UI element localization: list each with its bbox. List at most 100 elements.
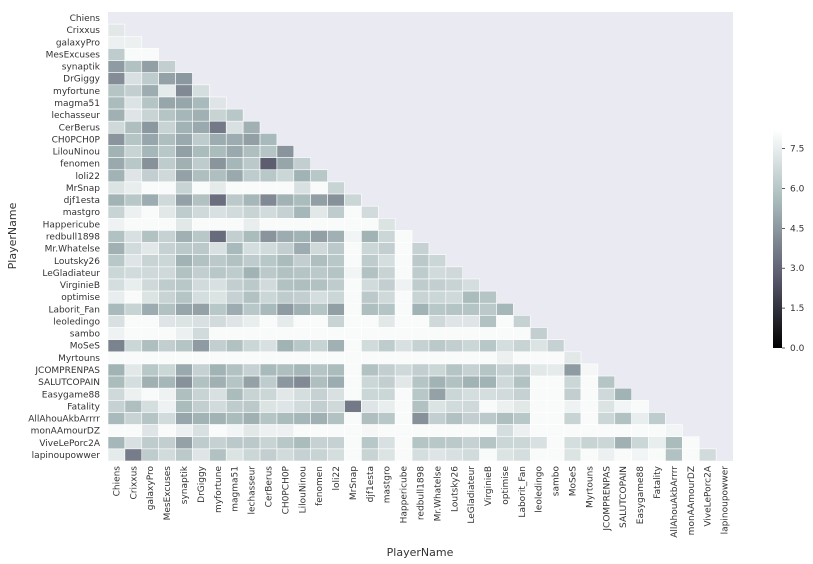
heatmap-cell-20-16	[377, 254, 396, 268]
heatmap-cell-28-7	[225, 351, 244, 365]
heatmap-cell-30-27	[563, 375, 582, 389]
heatmap-cell-31-20	[445, 387, 464, 401]
heatmap-cell-9-8	[242, 120, 261, 134]
heatmap-cell-33-1	[124, 412, 143, 425]
heatmap-cell-27-4	[175, 339, 193, 353]
y-tick-label: AllAhouAkbArrrr	[28, 415, 100, 425]
heatmap-cell-13-11	[293, 169, 311, 183]
heatmap-cell-15-13	[327, 193, 345, 207]
heatmap-cell-34-8	[242, 424, 261, 438]
heatmap-cell-27-9	[259, 339, 278, 353]
heatmap-cell-11-6	[209, 145, 227, 158]
heatmap-cell-36-0	[107, 448, 126, 462]
heatmap-cell-24-21	[462, 302, 480, 316]
heatmap-cell-34-33	[665, 424, 683, 438]
heatmap-cell-13-3	[158, 169, 176, 183]
x-tick-label: galaxyPro	[146, 466, 156, 511]
heatmap-cell-29-25	[529, 363, 548, 377]
heatmap-cell-36-35	[698, 448, 717, 462]
heatmap-cell-31-13	[327, 387, 345, 401]
heatmap-cell-25-5	[192, 315, 210, 328]
heatmap-cell-27-0	[107, 339, 126, 353]
heatmap-cell-32-24	[513, 400, 531, 413]
heatmap-cell-30-22	[479, 375, 497, 389]
heatmap-cell-29-9	[259, 363, 278, 377]
heatmap-cell-25-9	[259, 315, 278, 328]
heatmap-cell-36-23	[496, 448, 514, 462]
heatmap-cell-12-11	[293, 157, 311, 171]
heatmap-cell-28-18	[411, 351, 430, 365]
heatmap-cell-32-15	[361, 400, 379, 413]
heatmap-cell-34-18	[411, 424, 430, 438]
heatmap-cell-28-4	[175, 351, 193, 365]
x-tick-label: magma51	[231, 466, 241, 512]
heatmap-cell-34-10	[276, 424, 295, 438]
heatmap-cell-17-16	[377, 218, 396, 231]
heatmap-cell-34-29	[597, 424, 616, 438]
heatmap-cell-26-24	[513, 327, 531, 340]
heatmap-cell-14-2	[141, 181, 159, 195]
heatmap-cell-24-12	[310, 302, 328, 316]
heatmap-cell-31-27	[563, 387, 582, 401]
heatmap-cell-9-5	[192, 120, 210, 134]
heatmap-cell-29-3	[158, 363, 176, 377]
heatmap-cell-27-8	[242, 339, 261, 353]
x-tick-label: lapinoupowwer	[721, 466, 731, 535]
y-tick-label: LilouNinou	[53, 148, 100, 158]
x-tick-label: MrSnap	[349, 466, 359, 500]
heatmap-cell-15-5	[192, 193, 210, 207]
heatmap-cell-26-20	[445, 327, 464, 340]
heatmap-cell-26-23	[496, 327, 514, 340]
heatmap-cell-32-29	[597, 400, 616, 413]
heatmap-cell-21-20	[445, 266, 464, 280]
heatmap-cell-14-11	[293, 181, 311, 195]
heatmap-cell-26-13	[327, 327, 345, 340]
heatmap-cell-32-22	[479, 400, 497, 413]
heatmap-cell-18-16	[377, 230, 396, 243]
heatmap-cell-26-22	[479, 327, 497, 340]
heatmap-cell-27-2	[141, 339, 159, 353]
heatmap-cell-23-17	[394, 290, 413, 304]
x-tick-label: synaptik	[180, 465, 190, 504]
heatmap-cell-25-13	[327, 315, 345, 328]
heatmap-cell-31-28	[580, 387, 599, 401]
heatmap-cell-9-2	[141, 120, 159, 134]
heatmap-cell-24-8	[242, 302, 261, 316]
heatmap-cell-18-0	[107, 230, 126, 243]
y-tick-label: Fatality	[67, 402, 100, 412]
heatmap-cell-12-0	[107, 157, 126, 171]
heatmap-cell-32-2	[141, 400, 159, 413]
heatmap-cell-22-14	[344, 278, 362, 292]
heatmap-cell-30-12	[310, 375, 328, 389]
heatmap-cell-35-3	[158, 436, 176, 450]
heatmap-cell-35-14	[344, 436, 362, 450]
heatmap-cell-20-7	[225, 254, 244, 268]
heatmap-cell-36-10	[276, 448, 295, 462]
heatmap-cell-12-9	[259, 157, 278, 171]
heatmap-cell-31-9	[259, 387, 278, 401]
heatmap-cell-32-5	[192, 400, 210, 413]
heatmap-cell-19-16	[377, 242, 396, 256]
heatmap-cell-16-8	[242, 205, 261, 219]
heatmap-cell-32-16	[377, 400, 396, 413]
y-tick-label: magma51	[54, 99, 100, 109]
heatmap-cell-29-0	[107, 363, 126, 377]
heatmap-cell-20-6	[209, 254, 227, 268]
heatmap-cell-15-8	[242, 193, 261, 207]
heatmap-cell-17-0	[107, 218, 126, 231]
heatmap-cell-32-9	[259, 400, 278, 413]
heatmap-cell-33-6	[209, 412, 227, 425]
x-tick-label: Happericube	[400, 466, 410, 524]
heatmap-cell-34-17	[394, 424, 413, 438]
heatmap-cell-20-8	[242, 254, 261, 268]
heatmap-cell-13-4	[175, 169, 193, 183]
x-tick-label: MesExcuses	[163, 466, 173, 521]
heatmap-cell-20-4	[175, 254, 193, 268]
heatmap-cell-27-25	[529, 339, 548, 353]
heatmap-cell-36-15	[361, 448, 379, 462]
heatmap-cell-27-3	[158, 339, 176, 353]
heatmap-cell-34-25	[529, 424, 548, 438]
heatmap-cell-34-19	[428, 424, 447, 438]
heatmap-cell-28-21	[462, 351, 480, 365]
